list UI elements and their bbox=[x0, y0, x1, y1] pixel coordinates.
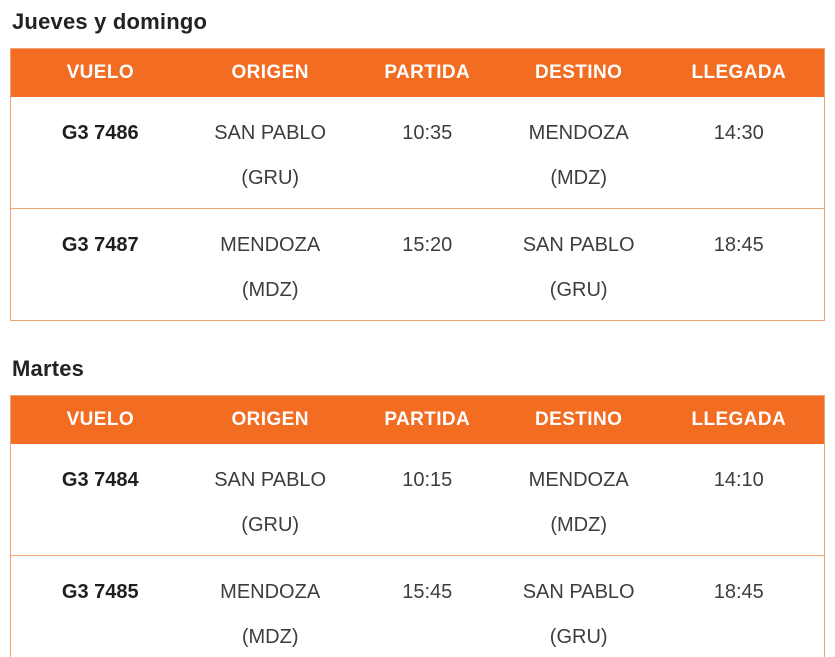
flight-number-cell: G3 7486 bbox=[10, 97, 190, 209]
departure-time-cell: 15:45 bbox=[350, 555, 504, 657]
destination-airport-code: (GRU) bbox=[549, 279, 608, 301]
origin-cell: SAN PABLO (GRU) bbox=[189, 444, 351, 556]
flight-number-cell: G3 7484 bbox=[10, 444, 190, 556]
table-row: G3 7485 MENDOZA (MDZ) 15:45 SAN PABLO (G… bbox=[10, 555, 825, 657]
origin-city: SAN PABLO bbox=[214, 469, 327, 491]
origin-airport-code: (MDZ) bbox=[241, 626, 299, 648]
flight-table: VUELO ORIGEN PARTIDA DESTINO LLEGADA G3 … bbox=[10, 395, 825, 657]
section-title: Jueves y domingo bbox=[12, 9, 208, 34]
column-header-destino: DESTINO bbox=[503, 48, 654, 97]
section-title: Martes bbox=[12, 356, 85, 381]
table-row: G3 7486 SAN PABLO (GRU) 10:35 MENDOZA (M… bbox=[10, 97, 825, 209]
destination-airport-code: (GRU) bbox=[549, 626, 608, 648]
column-header-llegada: LLEGADA bbox=[653, 48, 825, 97]
origin-cell: MENDOZA (MDZ) bbox=[189, 555, 351, 657]
column-header-llegada: LLEGADA bbox=[653, 395, 825, 444]
arrival-time-cell: 18:45 bbox=[653, 208, 825, 321]
flight-table: VUELO ORIGEN PARTIDA DESTINO LLEGADA G3 … bbox=[10, 48, 825, 321]
destination-city: MENDOZA bbox=[528, 122, 629, 144]
column-header-partida: PARTIDA bbox=[350, 48, 504, 97]
table-row: G3 7484 SAN PABLO (GRU) 10:15 MENDOZA (M… bbox=[10, 444, 825, 556]
arrival-time-cell: 14:10 bbox=[653, 444, 825, 556]
destination-airport-code: (MDZ) bbox=[550, 514, 607, 536]
departure-time-cell: 10:15 bbox=[350, 444, 504, 556]
destination-city: SAN PABLO bbox=[522, 581, 635, 603]
destination-cell: MENDOZA (MDZ) bbox=[503, 444, 654, 556]
arrival-time-cell: 18:45 bbox=[653, 555, 825, 657]
table-header-row: VUELO ORIGEN PARTIDA DESTINO LLEGADA bbox=[10, 395, 825, 444]
schedule-section-jueves-domingo: Jueves y domingo VUELO ORIGEN PARTIDA DE… bbox=[10, 8, 825, 321]
table-header-row: VUELO ORIGEN PARTIDA DESTINO LLEGADA bbox=[10, 48, 825, 97]
destination-cell: SAN PABLO (GRU) bbox=[503, 208, 654, 321]
column-header-destino: DESTINO bbox=[503, 395, 654, 444]
destination-city: MENDOZA bbox=[528, 469, 629, 491]
column-header-vuelo: VUELO bbox=[10, 48, 190, 97]
origin-cell: SAN PABLO (GRU) bbox=[189, 97, 351, 209]
flight-number-cell: G3 7487 bbox=[10, 208, 190, 321]
column-header-origen: ORIGEN bbox=[189, 48, 351, 97]
departure-time-cell: 15:20 bbox=[350, 208, 504, 321]
origin-city: MENDOZA bbox=[220, 234, 321, 256]
destination-city: SAN PABLO bbox=[522, 234, 635, 256]
flight-number-cell: G3 7485 bbox=[10, 555, 190, 657]
origin-cell: MENDOZA (MDZ) bbox=[189, 208, 351, 321]
origin-airport-code: (GRU) bbox=[241, 167, 300, 189]
table-row: G3 7487 MENDOZA (MDZ) 15:20 SAN PABLO (G… bbox=[10, 208, 825, 321]
schedule-section-martes: Martes VUELO ORIGEN PARTIDA DESTINO LLEG… bbox=[10, 355, 825, 657]
destination-cell: SAN PABLO (GRU) bbox=[503, 555, 654, 657]
arrival-time-cell: 14:30 bbox=[653, 97, 825, 209]
origin-city: MENDOZA bbox=[220, 581, 321, 603]
origin-airport-code: (MDZ) bbox=[241, 279, 299, 301]
destination-cell: MENDOZA (MDZ) bbox=[503, 97, 654, 209]
origin-airport-code: (GRU) bbox=[241, 514, 300, 536]
column-header-partida: PARTIDA bbox=[350, 395, 504, 444]
departure-time-cell: 10:35 bbox=[350, 97, 504, 209]
column-header-origen: ORIGEN bbox=[189, 395, 351, 444]
origin-city: SAN PABLO bbox=[214, 122, 327, 144]
destination-airport-code: (MDZ) bbox=[550, 167, 607, 189]
column-header-vuelo: VUELO bbox=[10, 395, 190, 444]
